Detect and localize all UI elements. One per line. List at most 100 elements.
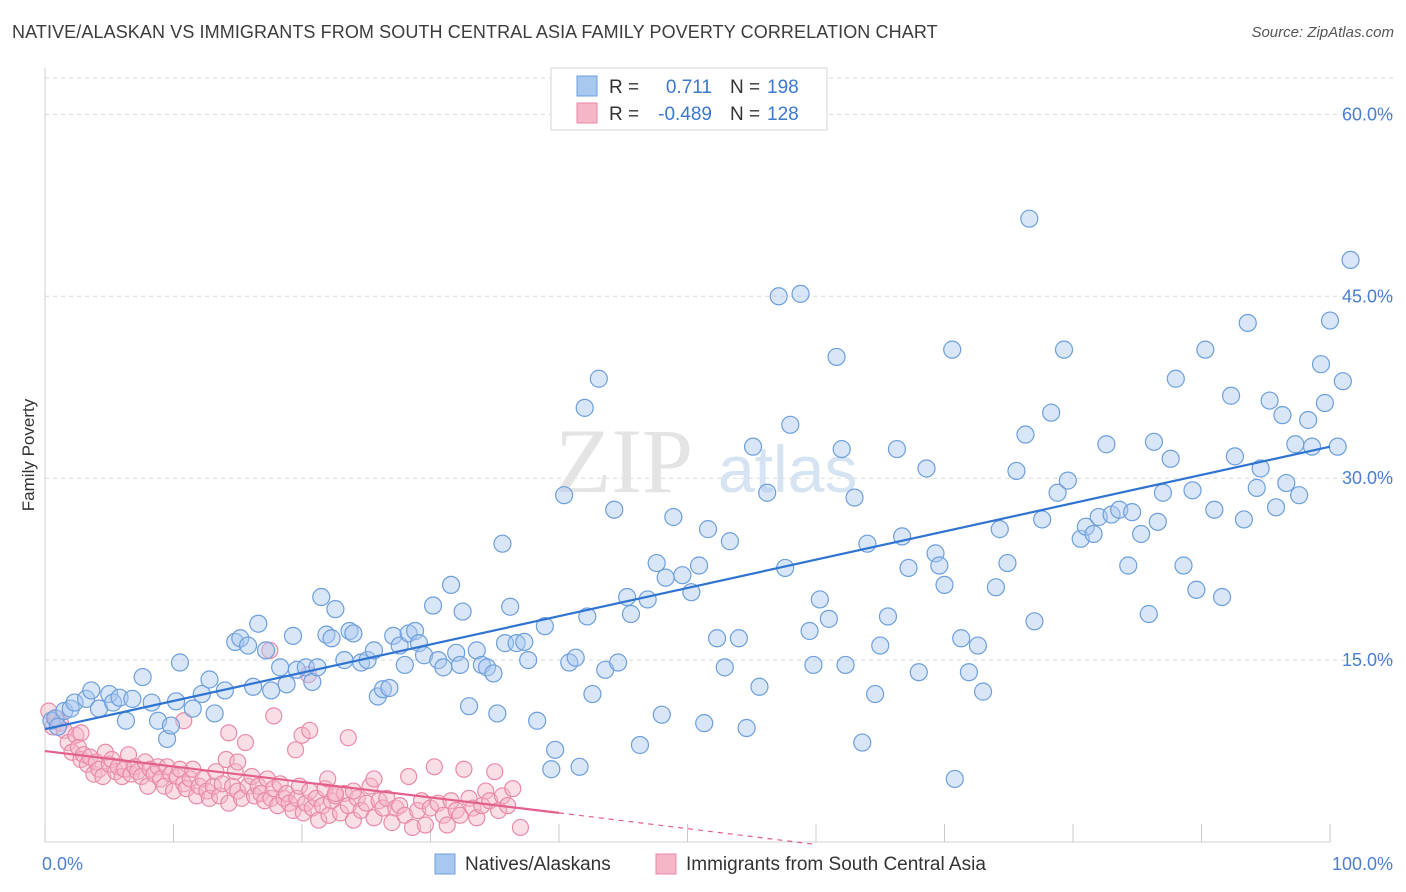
pink-point [301, 721, 319, 740]
y-axis-label: Family Poverty [19, 398, 38, 511]
blue-point [405, 621, 425, 641]
blue-point [930, 556, 949, 575]
blue-point [935, 575, 954, 595]
pink-point [277, 784, 296, 803]
blue-point [326, 600, 345, 619]
legend-r-label-1: R = [609, 77, 639, 98]
pink-point [229, 753, 247, 771]
pink-point [451, 806, 469, 824]
pink-point [403, 818, 422, 837]
x-tick-labels: 0.0% 100.0% [42, 854, 1393, 874]
blue-point [664, 507, 683, 527]
blue-point [1148, 512, 1167, 531]
bottom-legend-label-pink: Immigrants from South Central Asia [686, 854, 986, 875]
blue-point [866, 684, 885, 704]
bottom-legend-swatch-pink [655, 853, 677, 875]
blue-point [1277, 473, 1296, 493]
blue-point [952, 629, 971, 648]
blue-point [720, 532, 740, 551]
blue-point [968, 636, 988, 655]
blue-point [638, 590, 657, 609]
blue-point [82, 681, 101, 700]
pink-point [374, 799, 392, 817]
blue-point [1119, 556, 1138, 575]
blue-point [1058, 471, 1077, 490]
legend-r-value-1: 0.711 [666, 77, 712, 98]
blue-point [488, 704, 507, 723]
pink-point [181, 770, 199, 788]
blue-point [1212, 587, 1232, 607]
blue-point [804, 655, 823, 675]
blue-point [986, 578, 1006, 597]
blue-point [249, 614, 268, 633]
blue-point [1234, 510, 1254, 529]
blue-point [528, 711, 547, 730]
blue-point [945, 769, 964, 789]
y-tick-labels: 15.0% 30.0% 45.0% 60.0% [1342, 104, 1393, 670]
blue-point [1016, 425, 1035, 444]
blue-point [453, 602, 472, 621]
blue-point [990, 520, 1009, 539]
blue-point [836, 655, 855, 675]
blue-point [1290, 486, 1309, 505]
pink-point [226, 763, 244, 781]
blue-point [183, 699, 202, 718]
blue-point [1238, 313, 1257, 333]
blue-point [943, 340, 962, 359]
blue-point [110, 688, 129, 707]
blue-point [998, 553, 1017, 573]
blue-point [507, 634, 526, 653]
blue-point [1251, 459, 1270, 478]
blue-point [1311, 355, 1331, 374]
source-label: Source: ZipAtlas.com [1251, 24, 1394, 41]
blue-point [1205, 500, 1224, 519]
blue-point [256, 641, 276, 660]
pink-point [486, 763, 504, 781]
blue-point [1123, 503, 1142, 522]
pink-point [455, 760, 473, 778]
blue-point [546, 740, 565, 759]
pink-point [357, 794, 375, 812]
blue-point [652, 705, 671, 724]
blue-point [810, 590, 829, 609]
blue-point [65, 693, 84, 712]
blue-point [1286, 435, 1305, 454]
chart-title: NATIVE/ALASKAN VS IMMIGRANTS FROM SOUTH … [12, 22, 938, 42]
blue-point [589, 369, 608, 388]
pink-point [286, 741, 305, 759]
blue-point [1042, 403, 1061, 422]
pink-point [339, 729, 357, 747]
blue-point [750, 677, 769, 696]
trendlines [44, 445, 1331, 846]
blue-point [707, 629, 727, 648]
blue-point [380, 678, 399, 698]
blue-point [238, 636, 258, 655]
blue-point [656, 568, 675, 587]
blue-point [441, 575, 461, 595]
pink-point [511, 818, 530, 837]
blue-point [800, 621, 819, 641]
legend-box: R = 0.711 N = 198 R = -0.489 N = 128 [550, 67, 828, 131]
blue-point [1221, 386, 1241, 405]
blue-point [384, 626, 403, 645]
pink-trendline [44, 749, 560, 814]
blue-point [1007, 461, 1026, 481]
blue-point [827, 347, 846, 367]
grid-lines [45, 77, 1395, 661]
blue-point [621, 604, 641, 624]
blue-point [450, 655, 470, 675]
blue-point [647, 553, 666, 573]
blue-point [1225, 447, 1245, 466]
blue-point [231, 629, 250, 648]
blue-point [484, 664, 503, 683]
blue-point [1076, 517, 1095, 536]
blue-point [493, 534, 512, 553]
legend-swatch-pink [576, 102, 598, 124]
pink-point [72, 724, 90, 742]
blue-point [1048, 483, 1067, 502]
blue-point [791, 284, 810, 303]
pink-point [344, 782, 362, 800]
blue-point [909, 663, 928, 682]
pink-point [365, 770, 383, 788]
pink-point [294, 804, 312, 822]
